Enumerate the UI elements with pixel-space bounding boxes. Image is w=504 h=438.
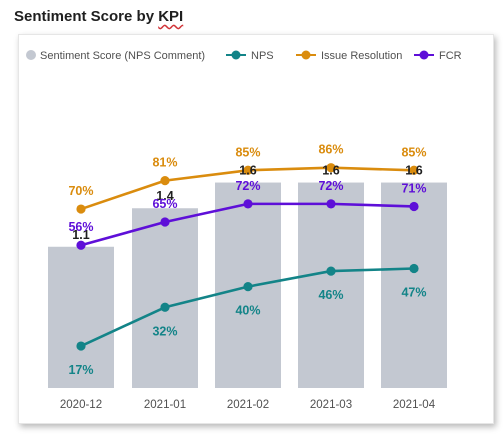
data-label-nps-2021-01: 32% xyxy=(152,324,177,338)
point-fcr-2021-03 xyxy=(326,199,336,209)
point-nps-2021-01 xyxy=(160,302,170,312)
point-issue-resolution-2021-01 xyxy=(160,176,170,186)
chart-title: Sentiment Score by KPI xyxy=(14,8,183,25)
data-label-issue-resolution-2021-04: 85% xyxy=(401,145,426,159)
x-tick-2021-04: 2021-04 xyxy=(393,399,436,411)
bar-2021-01 xyxy=(132,208,198,388)
data-label-fcr-2020-12: 56% xyxy=(68,220,93,234)
legend-item-sentiment-score-marker xyxy=(26,50,36,60)
bar-label-2021-01: 1.4 xyxy=(156,189,173,203)
x-tick-2021-01: 2021-01 xyxy=(144,399,186,411)
point-issue-resolution-2020-12 xyxy=(76,204,86,214)
point-fcr-2020-12 xyxy=(76,240,86,250)
data-label-issue-resolution-2021-01: 81% xyxy=(152,156,177,170)
data-label-nps-2021-04: 47% xyxy=(401,286,426,300)
point-fcr-2021-01 xyxy=(160,217,170,227)
bar-label-2021-03: 1.6 xyxy=(322,164,339,178)
point-issue-resolution-2021-02 xyxy=(243,165,253,175)
point-nps-2020-12 xyxy=(76,341,86,351)
legend-item-nps-label: NPS xyxy=(251,50,274,62)
point-nps-2021-04 xyxy=(409,263,419,274)
data-label-fcr-2021-03: 72% xyxy=(318,179,343,193)
legend-item-nps-marker xyxy=(231,50,241,60)
x-tick-2020-12: 2020-12 xyxy=(60,399,102,411)
point-nps-2021-03 xyxy=(326,266,336,276)
legend-item-issue-resolution-marker xyxy=(301,50,311,60)
point-fcr-2021-02 xyxy=(243,199,253,209)
data-label-issue-resolution-2020-12: 70% xyxy=(68,184,93,198)
data-label-nps-2020-12: 17% xyxy=(68,363,93,377)
legend-item-fcr-marker xyxy=(419,50,429,60)
data-label-fcr-2021-02: 72% xyxy=(235,179,260,193)
legend-item-fcr-label: FCR xyxy=(439,50,462,62)
point-fcr-2021-04 xyxy=(409,201,419,212)
bar-2021-04 xyxy=(381,182,447,388)
bar-label-2021-04: 1.6 xyxy=(405,164,422,178)
data-label-issue-resolution-2021-03: 86% xyxy=(318,143,343,157)
x-tick-2021-03: 2021-03 xyxy=(310,399,352,411)
bar-label-2021-02: 1.6 xyxy=(239,164,256,178)
point-nps-2021-02 xyxy=(243,282,253,292)
legend-item-sentiment-score-label: Sentiment Score (NPS Comment) xyxy=(40,50,205,62)
data-label-nps-2021-02: 40% xyxy=(235,304,260,318)
data-label-fcr-2021-01: 65% xyxy=(152,197,177,211)
bar-label-2020-12: 1.1 xyxy=(72,228,89,242)
point-issue-resolution-2021-03 xyxy=(326,163,336,173)
chart-title-kpi: KPI xyxy=(158,8,184,25)
legend-item-issue-resolution-label: Issue Resolution xyxy=(321,50,402,62)
bar-2021-03 xyxy=(298,182,364,388)
bar-2020-12 xyxy=(48,246,114,388)
data-label-issue-resolution-2021-02: 85% xyxy=(235,145,260,159)
data-label-fcr-2021-04: 71% xyxy=(401,181,426,195)
x-tick-2021-02: 2021-02 xyxy=(227,399,269,411)
point-issue-resolution-2021-04 xyxy=(409,165,419,175)
chart-title-text: Sentiment Score by xyxy=(14,8,159,25)
data-label-nps-2021-03: 46% xyxy=(318,288,343,302)
